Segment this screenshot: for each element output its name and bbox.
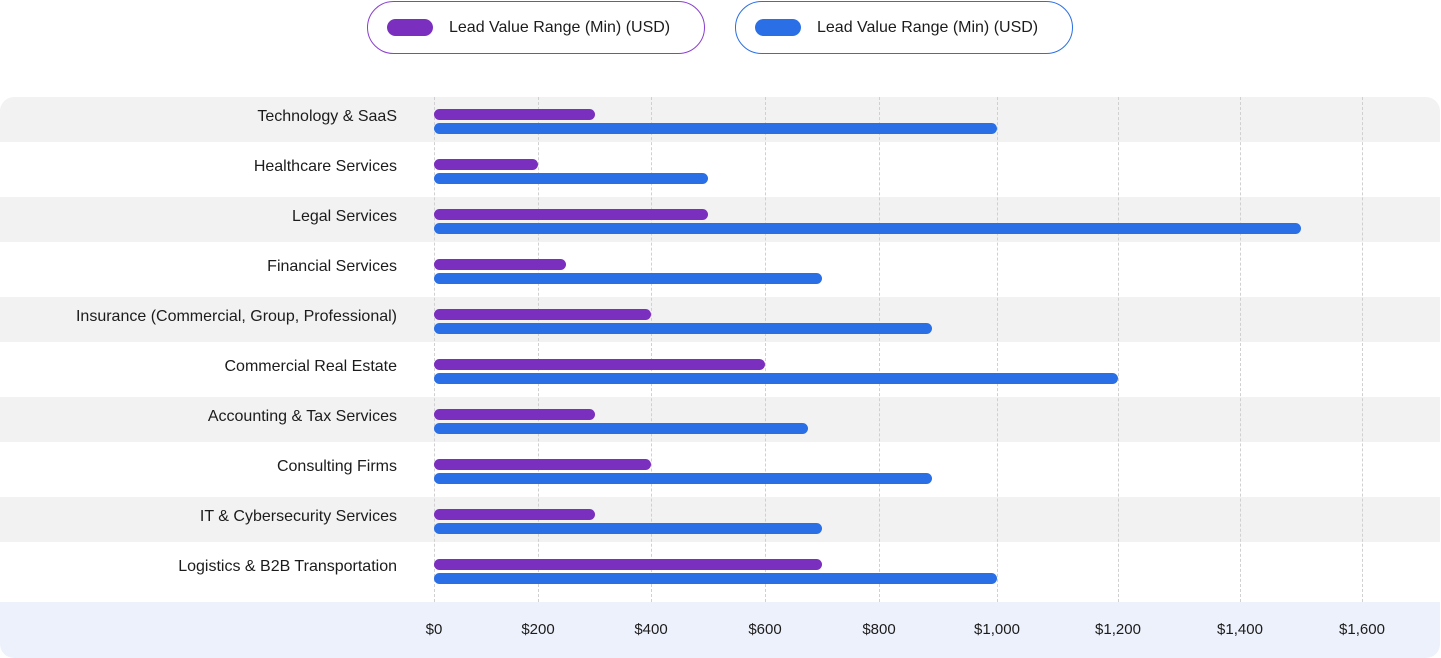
x-tick-label: $600 xyxy=(748,621,782,638)
gridline xyxy=(765,97,766,602)
legend-label: Lead Value Range (Min) (USD) xyxy=(817,18,1039,36)
x-tick-label: $0 xyxy=(425,621,443,638)
x-tick-label: $1,000 xyxy=(974,621,1020,638)
category-label: Accounting & Tax Services xyxy=(207,408,397,425)
x-tick-label: $800 xyxy=(862,621,896,638)
gridline xyxy=(879,97,880,602)
x-tick-label: $200 xyxy=(521,621,555,638)
legend-label: Lead Value Range (Min) (USD) xyxy=(449,18,671,36)
category-label: IT & Cybersecurity Services xyxy=(199,508,397,525)
row-band xyxy=(0,197,1440,242)
bar-series-2 xyxy=(434,323,933,334)
category-label: Logistics & B2B Transportation xyxy=(178,558,397,575)
bar-series-1 xyxy=(434,259,567,270)
category-label: Consulting Firms xyxy=(276,458,397,475)
bar-series-2 xyxy=(434,523,822,534)
gridline xyxy=(997,97,998,602)
gridline xyxy=(1118,97,1119,602)
x-tick-label: $1,200 xyxy=(1095,621,1141,638)
bar-series-1 xyxy=(434,209,708,220)
bar-series-1 xyxy=(434,409,595,420)
category-label: Healthcare Services xyxy=(253,158,397,175)
gridline xyxy=(538,97,539,602)
gridline xyxy=(1240,97,1241,602)
bar-series-1 xyxy=(434,359,765,370)
gridline xyxy=(651,97,652,602)
category-label: Technology & SaaS xyxy=(257,108,397,125)
bar-series-2 xyxy=(434,373,1118,384)
category-label: Financial Services xyxy=(267,258,397,275)
bar-series-1 xyxy=(434,159,538,170)
bar-series-1 xyxy=(434,309,651,320)
x-axis-band xyxy=(0,602,1440,658)
row-band xyxy=(0,497,1440,542)
x-tick-label: $1,400 xyxy=(1217,621,1263,638)
bar-series-2 xyxy=(434,573,997,584)
legend-swatch-blue xyxy=(755,19,801,36)
bar-series-2 xyxy=(434,273,822,284)
bar-series-1 xyxy=(434,459,651,470)
category-label: Insurance (Commercial, Group, Profession… xyxy=(75,308,397,325)
legend-item-series-1[interactable]: Lead Value Range (Min) (USD) xyxy=(367,1,705,54)
row-band xyxy=(0,297,1440,342)
bar-series-2 xyxy=(434,473,933,484)
row-band xyxy=(0,97,1440,142)
row-band xyxy=(0,397,1440,442)
gridline xyxy=(1362,97,1363,602)
bar-series-2 xyxy=(434,123,997,134)
x-tick-label: $400 xyxy=(634,621,668,638)
category-label: Legal Services xyxy=(292,208,397,225)
bar-series-2 xyxy=(434,173,708,184)
category-label: Commercial Real Estate xyxy=(224,358,398,375)
bar-series-2 xyxy=(434,223,1301,234)
gridline xyxy=(434,97,435,602)
bar-series-1 xyxy=(434,109,595,120)
bar-series-1 xyxy=(434,509,595,520)
legend-item-series-2[interactable]: Lead Value Range (Min) (USD) xyxy=(735,1,1073,54)
bar-series-1 xyxy=(434,559,822,570)
legend-swatch-purple xyxy=(387,19,433,36)
bar-series-2 xyxy=(434,423,808,434)
x-tick-label: $1,600 xyxy=(1339,621,1385,638)
